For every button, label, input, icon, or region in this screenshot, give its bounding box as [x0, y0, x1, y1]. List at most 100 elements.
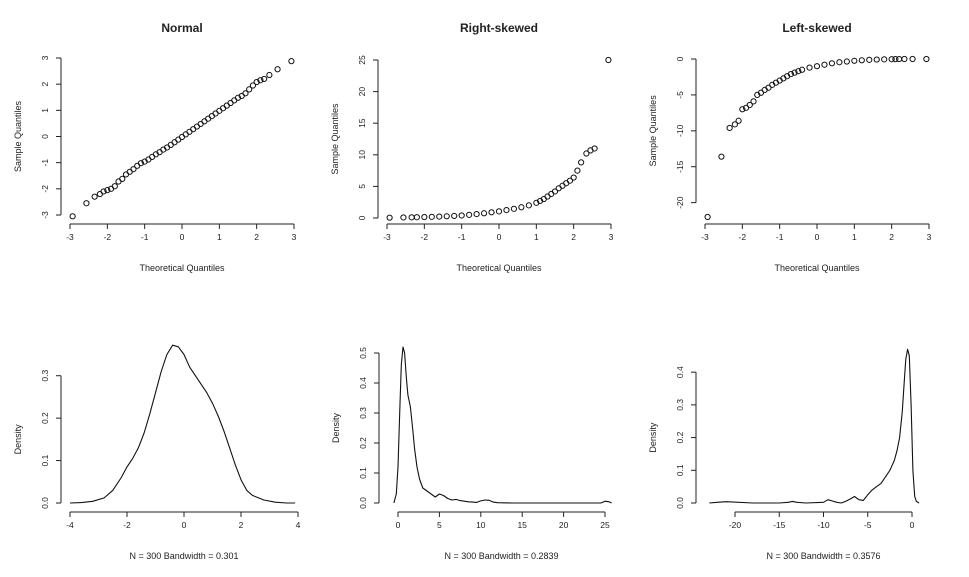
data-point	[555, 185, 562, 192]
data-point	[495, 208, 503, 215]
panel-6: -20 -15 -10 -5 0 0.0 0.1 0.2 0.3 0.4 N = 300 Bandw…	[648, 348, 920, 561]
data-point	[408, 214, 415, 221]
panel-1: -3 -2 -1 0 1 2 3 -3 -2 -1 0 1 2 3 Normal Theoretical Qu…	[13, 21, 297, 273]
data-point	[888, 56, 895, 63]
data-point	[787, 70, 794, 78]
x-tick-label: 0	[182, 520, 187, 530]
y-tick-label: -15	[675, 160, 685, 173]
data-point	[739, 106, 746, 113]
y-tick-label: 0.2	[675, 431, 685, 443]
data-point	[591, 145, 598, 152]
data-point	[134, 162, 141, 169]
data-point	[167, 141, 174, 148]
data-point	[149, 153, 156, 161]
x-tick-label: 0	[497, 232, 502, 242]
data-point	[896, 55, 903, 63]
y-tick-label: -1	[40, 159, 50, 167]
data-point	[208, 112, 215, 120]
data-point	[806, 64, 813, 71]
data-point	[858, 57, 865, 64]
x-tick-label: 15	[517, 520, 527, 530]
x-tick-label: 0	[815, 232, 820, 242]
x-axis-label: Theoretical Quantiles	[139, 263, 225, 273]
data-point	[178, 133, 186, 141]
y-tick-label: 0.4	[675, 366, 685, 378]
data-point	[413, 214, 420, 221]
x-tick-label: 3	[927, 232, 932, 242]
x-axis-label: N = 300 Bandwidth = 0.3576	[766, 551, 880, 561]
x-tick-label: -10	[817, 520, 830, 530]
x-tick-label: -1	[776, 232, 784, 242]
data-point	[266, 71, 273, 79]
data-point	[525, 202, 532, 209]
data-point	[261, 75, 268, 83]
data-point	[137, 160, 145, 167]
density-line	[393, 346, 612, 504]
data-point	[219, 105, 227, 112]
data-point	[193, 123, 201, 130]
data-point	[205, 115, 212, 122]
data-point	[130, 166, 137, 173]
x-tick-label: 25	[600, 520, 610, 530]
data-point	[257, 77, 264, 84]
y-tick-label: 0.1	[675, 464, 685, 476]
x-tick-label: -1	[458, 232, 466, 242]
y-tick-label: 0.1	[40, 454, 50, 466]
data-point	[746, 101, 753, 109]
data-point	[892, 56, 899, 63]
data-point	[821, 61, 828, 68]
x-tick-label: 10	[476, 520, 486, 530]
data-point	[570, 174, 577, 181]
x-tick-label: 3	[292, 232, 297, 242]
data-point	[510, 205, 518, 212]
data-point	[227, 99, 234, 107]
data-point	[544, 193, 551, 200]
data-point	[175, 136, 182, 143]
data-point	[231, 97, 238, 104]
x-tick-label: -3	[66, 232, 74, 242]
data-point	[704, 213, 711, 221]
y-tick-label: -10	[675, 124, 685, 137]
y-tick-label: 2	[40, 82, 50, 87]
data-point	[96, 190, 103, 198]
data-point	[91, 193, 98, 200]
panel-title: Right-skewed	[460, 21, 538, 35]
y-tick-label: 0.3	[40, 370, 50, 382]
x-tick-label: -2	[421, 232, 429, 242]
y-tick-label: 0.4	[358, 377, 368, 389]
data-point	[836, 59, 843, 66]
panel-2: -3 -2 -1 0 1 2 3 0 5 10 15 20 25 Right-skewed Theoreti…	[330, 21, 614, 273]
panel-3: -3 -2 -1 0 1 2 3-20-15-10-50Left-skewedTheoret…	[648, 21, 932, 273]
data-point	[288, 58, 295, 65]
y-tick-label: 0.1	[358, 467, 368, 479]
data-point	[201, 118, 208, 125]
x-tick-label: -3	[383, 232, 391, 242]
y-tick-label: 15	[357, 118, 367, 128]
data-point	[115, 178, 122, 185]
y-tick-label: -5	[675, 91, 685, 99]
y-tick-label: -20	[675, 196, 685, 209]
y-tick-label: 25	[357, 55, 367, 65]
data-point	[69, 213, 76, 220]
x-tick-label: 0	[910, 520, 915, 530]
data-point	[551, 188, 559, 195]
data-point	[488, 209, 495, 216]
density-line	[709, 348, 920, 504]
y-tick-label: -3	[40, 211, 50, 219]
x-tick-label: -5	[864, 520, 872, 530]
data-point	[750, 98, 757, 105]
y-tick-label: 0	[40, 134, 50, 139]
data-point	[249, 82, 257, 89]
density-line	[69, 344, 296, 504]
data-point	[111, 183, 118, 190]
data-point	[813, 63, 821, 70]
data-point	[100, 188, 107, 195]
y-axis-label: Sample Quantiles	[330, 103, 340, 175]
panel-title: Left-skewed	[782, 21, 851, 35]
data-point	[436, 213, 443, 220]
x-tick-label: 2	[239, 520, 244, 530]
data-point	[216, 107, 223, 114]
y-tick-label: 0.0	[675, 497, 685, 509]
data-point	[197, 120, 204, 128]
data-point	[443, 213, 450, 220]
